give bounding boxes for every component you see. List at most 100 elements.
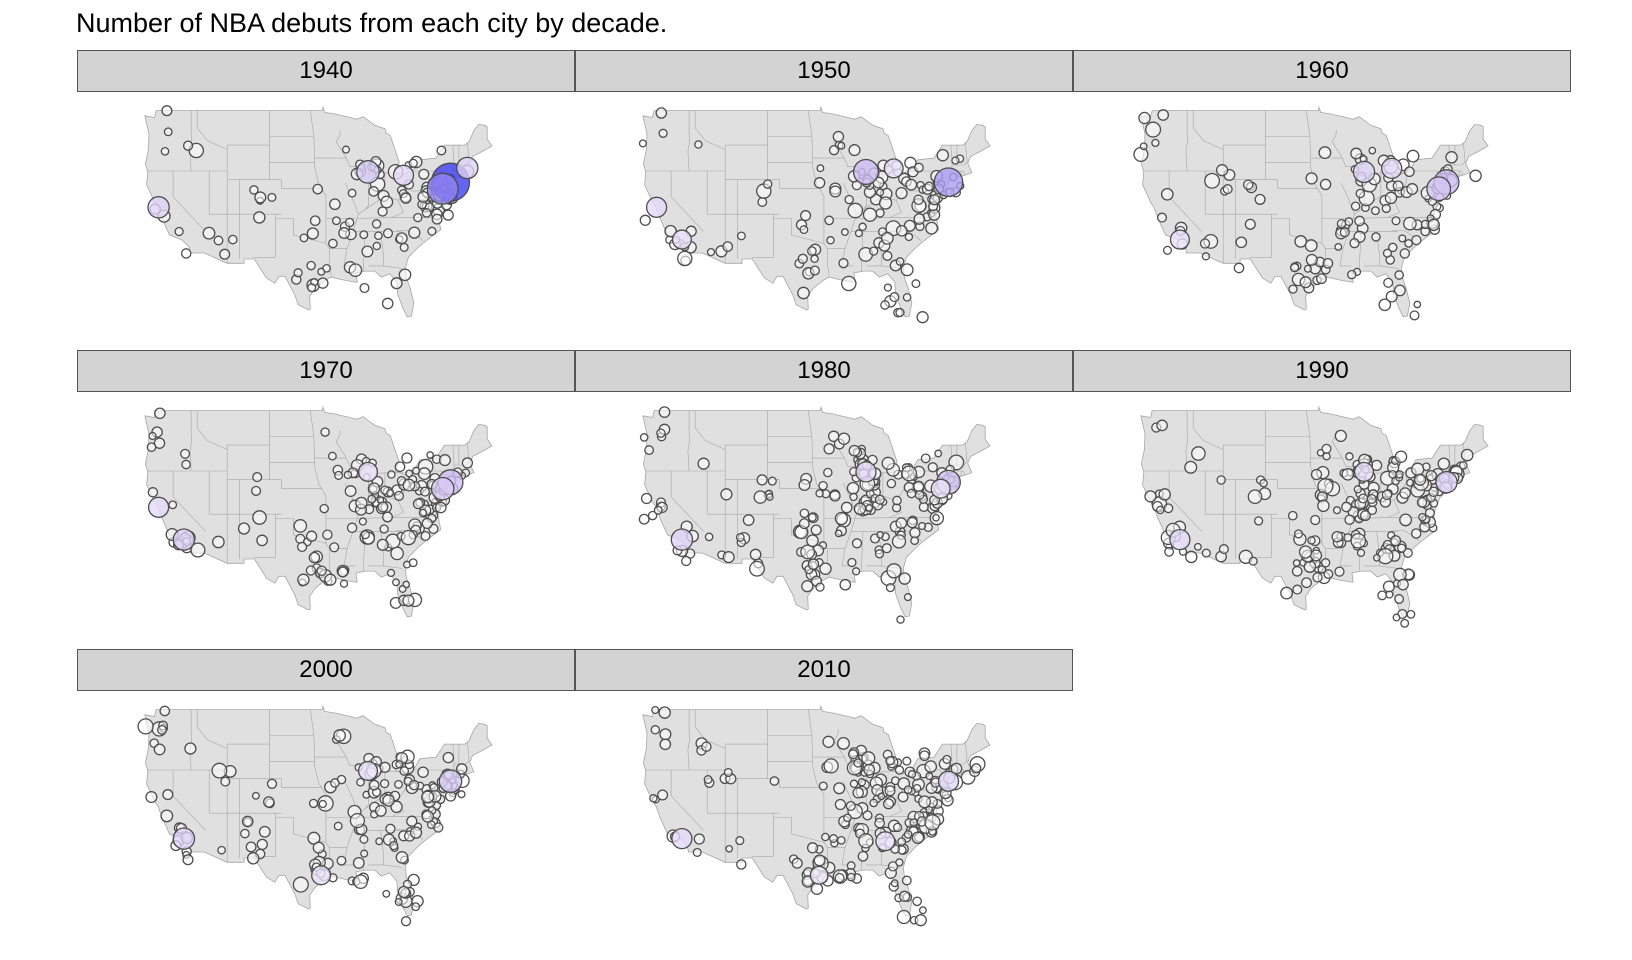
city-marker xyxy=(319,503,329,514)
city-marker xyxy=(1299,276,1312,289)
city-marker xyxy=(344,217,355,228)
city-marker xyxy=(419,486,431,497)
city-marker xyxy=(306,227,319,240)
city-marker xyxy=(1411,462,1425,476)
state-border xyxy=(335,430,351,467)
city-marker xyxy=(349,812,366,829)
city-marker xyxy=(846,872,856,882)
city-marker xyxy=(1395,470,1404,479)
map-panel xyxy=(1073,394,1573,635)
city-marker xyxy=(1398,234,1407,243)
city-marker xyxy=(844,194,854,205)
city-marker xyxy=(436,145,447,156)
city-marker xyxy=(862,207,878,222)
city-marker xyxy=(1356,548,1366,557)
city-marker xyxy=(160,809,174,823)
city-marker xyxy=(380,195,394,209)
city-marker xyxy=(736,231,746,241)
city-marker xyxy=(818,480,828,491)
city-marker xyxy=(251,791,260,800)
map-panel xyxy=(77,693,577,934)
state-border xyxy=(1192,110,1224,150)
hotspot-marker xyxy=(1352,160,1376,184)
city-marker xyxy=(849,779,859,789)
city-marker xyxy=(312,183,324,195)
city-marker xyxy=(824,215,835,226)
map-panel xyxy=(575,94,1075,335)
city-marker xyxy=(374,804,387,817)
facet-2010: 2010 xyxy=(575,649,1075,934)
state-border xyxy=(189,709,193,771)
city-marker xyxy=(828,145,840,156)
city-marker xyxy=(163,127,173,137)
state-border xyxy=(965,741,968,761)
city-marker xyxy=(182,854,194,866)
city-marker xyxy=(886,478,897,489)
state-border xyxy=(687,410,691,472)
city-marker xyxy=(333,729,346,742)
city-marker xyxy=(413,212,423,223)
hotspot-markers xyxy=(645,158,964,250)
city-marker xyxy=(292,876,309,893)
city-marker xyxy=(1162,245,1173,255)
us-outline xyxy=(1140,405,1489,618)
city-marker xyxy=(658,706,671,719)
city-marker xyxy=(925,221,939,235)
city-marker xyxy=(147,487,159,498)
city-marker xyxy=(902,292,912,302)
city-marker xyxy=(1298,545,1313,559)
city-marker xyxy=(426,451,434,459)
city-marker xyxy=(1320,558,1331,568)
city-marker xyxy=(735,836,745,846)
page-title: Number of NBA debuts from each city by d… xyxy=(76,8,668,38)
city-marker xyxy=(1138,111,1151,125)
city-marker xyxy=(895,517,908,529)
city-marker xyxy=(1334,242,1343,251)
hotspot-marker xyxy=(855,461,877,483)
state-border xyxy=(1306,110,1328,277)
city-marker xyxy=(181,459,191,470)
city-marker xyxy=(213,235,224,246)
city-marker xyxy=(153,437,166,449)
city-marker xyxy=(896,615,905,624)
state-border xyxy=(196,709,228,749)
city-marker xyxy=(1164,546,1175,557)
city-marker xyxy=(1321,443,1332,454)
city-marker xyxy=(395,232,408,245)
city-marker xyxy=(395,760,404,769)
city-marker xyxy=(821,832,830,842)
facet-strip: 1970 xyxy=(77,350,575,392)
state-border xyxy=(281,778,322,788)
city-marker xyxy=(1280,586,1294,600)
state-border xyxy=(670,471,704,532)
city-marker xyxy=(800,210,812,222)
city-marker xyxy=(847,557,857,568)
city-marker xyxy=(840,501,853,514)
city-marker xyxy=(329,198,341,211)
city-marker xyxy=(901,465,918,482)
city-marker xyxy=(421,810,435,823)
city-marker xyxy=(838,258,849,269)
city-marker xyxy=(1244,218,1256,230)
hotspot-marker xyxy=(875,831,896,852)
hotspot-marker xyxy=(809,865,829,885)
city-marker xyxy=(706,247,716,257)
city-marker xyxy=(1393,284,1406,297)
city-marker xyxy=(903,593,912,602)
city-marker xyxy=(857,850,869,862)
city-marker xyxy=(883,283,893,292)
city-marker xyxy=(874,549,885,559)
state-border xyxy=(275,218,327,244)
hotspot-marker xyxy=(456,156,479,180)
city-marker xyxy=(658,128,668,138)
city-marker xyxy=(950,762,963,775)
city-marker xyxy=(360,849,369,858)
city-marker xyxy=(753,490,768,504)
city-marker xyxy=(749,560,765,577)
city-marker xyxy=(347,188,357,198)
city-marker xyxy=(769,776,780,786)
city-marker xyxy=(382,794,395,807)
city-marker xyxy=(704,532,714,542)
city-marker xyxy=(390,800,403,814)
